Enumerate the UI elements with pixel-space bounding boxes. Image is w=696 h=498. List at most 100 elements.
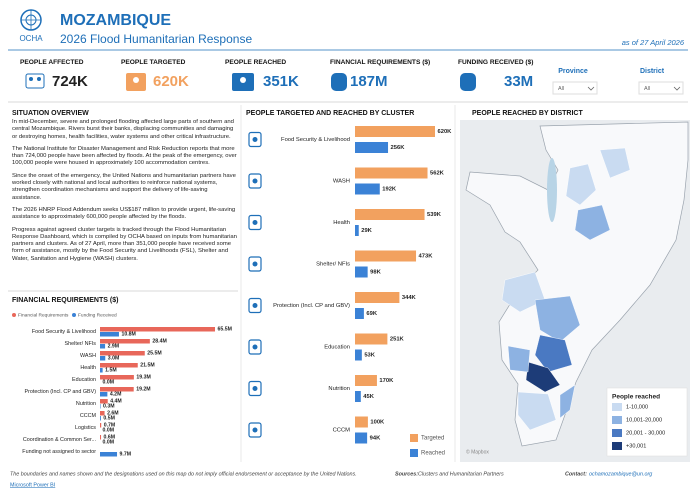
kpi-value: 724K — [52, 73, 88, 90]
bar — [100, 392, 108, 397]
bar — [100, 404, 101, 409]
filter-dropdown[interactable] — [552, 81, 598, 95]
category-label: Nutrition — [76, 401, 96, 407]
category-label: Health — [80, 365, 96, 371]
value-label: 0.5M — [103, 416, 115, 422]
bar — [355, 266, 368, 278]
category-label: Coordination & Common Ser... — [23, 437, 96, 443]
kpi-icon — [460, 73, 476, 91]
value-label: 2.9M — [108, 344, 120, 350]
cluster-icon — [248, 256, 262, 272]
category-label: Education — [72, 377, 96, 383]
legend-swatch — [410, 449, 418, 457]
value-label: 0.0M — [103, 440, 115, 446]
category-label: CCCM — [80, 413, 97, 419]
section-title: FINANCIAL REQUIREMENTS ($) — [12, 297, 118, 304]
kpi-value: 33M — [504, 73, 533, 90]
cluster-icon — [248, 339, 262, 355]
bar — [355, 432, 368, 444]
cluster-icon — [248, 380, 262, 397]
district — [501, 271, 546, 313]
bar — [355, 308, 364, 319]
kpi-icon — [37, 77, 41, 81]
bar — [100, 387, 134, 392]
cluster-icon — [252, 386, 258, 391]
value-label: 2.6M — [107, 411, 119, 417]
kpi-value: 351K — [263, 73, 299, 90]
value-label: 539K — [427, 212, 442, 218]
district — [565, 163, 597, 206]
district — [517, 391, 557, 431]
powered-by-link[interactable]: Microsoft Power BI — [10, 482, 55, 488]
district — [525, 361, 561, 393]
kpi-value: 620K — [153, 73, 189, 90]
value-label: 45K — [363, 394, 374, 400]
value-label: 25.5M — [147, 351, 161, 357]
category-label: WASH — [80, 353, 96, 359]
report-date: as of 27 April 2026 — [622, 38, 685, 47]
kpi-icon — [331, 73, 347, 91]
kpi-label: FINANCIAL REQUIREMENTS ($) — [330, 59, 430, 66]
section-title: SITUATION OVERVIEW — [12, 110, 89, 117]
disclaimer: The boundaries and names shown and the d… — [10, 471, 357, 477]
value-label: 170K — [379, 378, 394, 384]
legend-swatch — [612, 403, 622, 411]
map-attribution: © Mapbox — [466, 448, 489, 455]
paragraph: Since the onset of the emergency, the Un… — [12, 172, 236, 201]
value-label: 53K — [364, 353, 375, 359]
value-label: 98K — [370, 270, 381, 276]
dropdown-chevron — [587, 86, 595, 91]
dropdown-chevron — [673, 86, 681, 91]
page-subtitle: 2026 Flood Humanitarian Response — [60, 32, 252, 46]
district — [574, 204, 611, 241]
bar — [355, 167, 428, 179]
filter-value: All — [644, 86, 650, 92]
bar — [355, 183, 380, 195]
legend-label: Financial Requirements — [18, 312, 69, 318]
value-label: 19.3M — [136, 375, 150, 381]
bar — [100, 356, 106, 361]
bar — [100, 399, 108, 404]
bar — [355, 209, 425, 220]
value-label: 69K — [366, 311, 377, 317]
value-label: 9.7M — [120, 452, 132, 458]
category-label: Shelter/ NFIs — [65, 341, 97, 347]
legend-swatch — [612, 416, 622, 424]
bar — [355, 142, 389, 153]
kpi-label: FUNDING RECEIVED ($) — [458, 59, 533, 66]
bar — [100, 339, 150, 344]
value-label: 562K — [430, 171, 445, 177]
section-title: PEOPLE REACHED BY DISTRICT — [472, 110, 583, 117]
cluster-icon — [252, 344, 258, 350]
bar — [355, 375, 377, 386]
paragraph: The 2026 HNRP Flood Addendum seeks US$18… — [12, 206, 236, 221]
value-label: 65.5M — [218, 327, 232, 333]
filter-dropdown[interactable] — [638, 81, 684, 95]
category-label: Logistics — [75, 425, 96, 431]
section-title: PEOPLE TARGETED AND REACHED BY CLUSTER — [246, 110, 414, 117]
kpi-icon — [133, 77, 139, 83]
bar — [100, 351, 145, 356]
legend-swatch — [612, 442, 622, 450]
category-label: Nutrition — [328, 386, 350, 392]
bar — [100, 452, 118, 457]
category-label: Protection (Incl. CP and GBV) — [273, 303, 350, 309]
bar — [355, 391, 361, 402]
value-label: 620K — [438, 129, 453, 135]
paragraph: Progress against agreed cluster targets … — [12, 226, 237, 262]
category-label: Education — [324, 345, 350, 351]
legend-label: Funding Received — [78, 312, 117, 318]
kpi-label: PEOPLE REACHED — [225, 59, 286, 66]
value-label: 94K — [370, 436, 381, 442]
legend-label: 20,001 - 30,000 — [626, 430, 665, 436]
category-label: WASH — [333, 179, 350, 185]
bar — [100, 327, 215, 332]
cluster-icon — [248, 173, 262, 189]
value-label: 29K — [361, 228, 372, 234]
bar — [100, 411, 105, 416]
category-label: Shelter/ NFIs — [316, 262, 350, 268]
cluster-icon — [252, 261, 258, 267]
value-label: 256K — [391, 145, 406, 151]
district — [559, 384, 576, 419]
